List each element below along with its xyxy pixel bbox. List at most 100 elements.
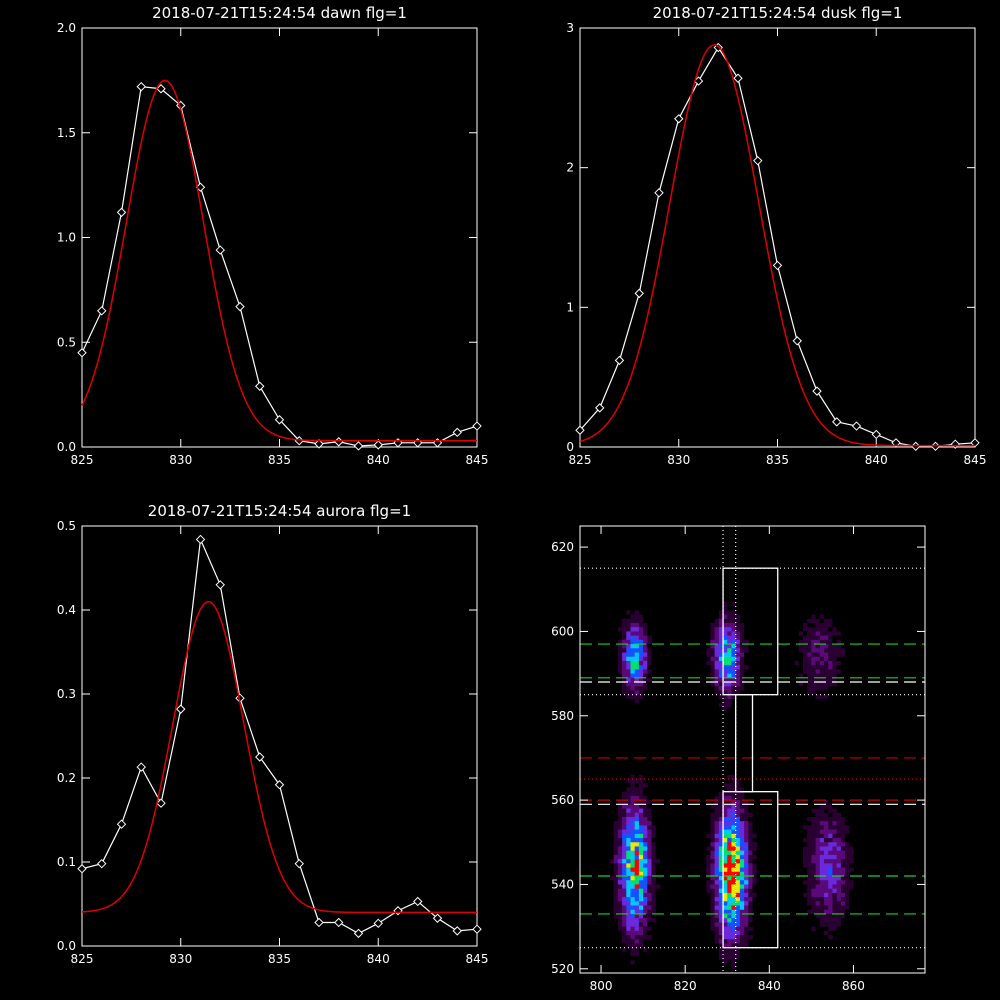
- heatmap-cell: [836, 614, 842, 620]
- heatmap-cell: [735, 888, 741, 894]
- heatmap-cell: [735, 816, 741, 822]
- heatmap-cell: [815, 715, 821, 721]
- heatmap-cell: [845, 821, 850, 826]
- heatmap-cell: [731, 816, 737, 822]
- heatmap-cell: [832, 901, 838, 907]
- heatmap-cell: [828, 905, 833, 911]
- heatmap-cell: [815, 644, 821, 649]
- data-point: [970, 438, 980, 448]
- heatmap-cell: [651, 884, 657, 890]
- heatmap-cell: [752, 876, 758, 881]
- heatmap-cell: [819, 884, 825, 890]
- heatmap-cell: [718, 627, 724, 632]
- heatmap-cell: [634, 648, 640, 654]
- heatmap-cell: [731, 779, 737, 784]
- heatmap-cell: [714, 909, 720, 915]
- heatmap-cell: [840, 850, 846, 856]
- heatmap-cell: [824, 888, 829, 894]
- heatmap-cell: [819, 660, 825, 666]
- heatmap-cell: [819, 838, 825, 843]
- heatmap-cell: [723, 859, 728, 864]
- heatmap-cell: [643, 606, 648, 611]
- heatmap-cell: [735, 606, 741, 611]
- heatmap-cell: [622, 859, 627, 864]
- heatmap-cell: [647, 665, 653, 670]
- heatmap-cell: [647, 816, 653, 822]
- heatmap-cell: [718, 935, 724, 940]
- heatmap-cell: [626, 606, 631, 611]
- heatmap-cell: [714, 677, 720, 683]
- heatmap-cell: [634, 922, 640, 928]
- heatmap-cell: [727, 918, 732, 923]
- heatmap-cell: [802, 829, 808, 835]
- heatmap-cell: [727, 593, 732, 599]
- heatmap-cell: [613, 816, 619, 822]
- heatmap-cell: [714, 656, 720, 662]
- heatmap-cell: [807, 597, 812, 603]
- heatmap-cell: [832, 597, 838, 603]
- data-point: [195, 534, 206, 545]
- heatmap-cell: [655, 795, 661, 801]
- heatmap-cell: [798, 871, 804, 877]
- heatmap-cell: [723, 665, 728, 670]
- heatmap-cell: [832, 622, 838, 628]
- heatmap-cell: [845, 884, 850, 890]
- heatmap-cell: [727, 707, 732, 713]
- heatmap-cell: [853, 913, 859, 919]
- heatmap-cell: [832, 918, 838, 923]
- heatmap-cell: [832, 719, 838, 725]
- heatmap-cell: [819, 901, 825, 907]
- heatmap-cell: [727, 635, 732, 641]
- heatmap-cell: [609, 833, 615, 839]
- heatmap-cell: [651, 897, 657, 902]
- heatmap-cell: [638, 922, 644, 928]
- heatmap-cell: [798, 669, 804, 675]
- heatmap-cell: [735, 943, 741, 949]
- heatmap-cell: [828, 825, 833, 831]
- heatmap-cell: [638, 939, 644, 944]
- heatmap-cell: [626, 627, 631, 632]
- heatmap-cell: [622, 918, 627, 923]
- heatmap-cell: [702, 867, 707, 873]
- data-point: [452, 427, 462, 438]
- heatmap-cell: [819, 652, 825, 658]
- heatmap-cell: [735, 812, 741, 818]
- heatmap-cell: [622, 631, 627, 637]
- heatmap-cell: [840, 867, 846, 873]
- heatmap-cell: [845, 648, 850, 654]
- heatmap-cell: [655, 825, 661, 831]
- heatmap-cell: [630, 652, 636, 658]
- heatmap-cell: [630, 956, 636, 961]
- heatmap-cell: [706, 846, 711, 852]
- heatmap-cell: [647, 808, 653, 814]
- heatmap-cell: [819, 804, 825, 810]
- heatmap-cell: [630, 606, 636, 611]
- heatmap-cell: [836, 880, 842, 885]
- heatmap-cell: [638, 964, 644, 970]
- y-tick-label: 0.5: [57, 519, 76, 533]
- heatmap-cell: [811, 947, 817, 953]
- heatmap-cell: [828, 816, 833, 822]
- heatmap-cell: [626, 821, 631, 826]
- heatmap-cell: [634, 897, 640, 902]
- heatmap-cell: [748, 644, 753, 649]
- heatmap-cell: [807, 867, 812, 873]
- heatmap-cell: [824, 825, 829, 831]
- heatmap-cell: [634, 901, 640, 907]
- heatmap-cell: [638, 690, 644, 696]
- heatmap-cell: [819, 711, 825, 717]
- heatmap-cell: [832, 926, 838, 932]
- heatmap-cell: [840, 656, 846, 662]
- heatmap-cell: [731, 787, 737, 793]
- heatmap-cell: [723, 614, 728, 620]
- heatmap-cell: [828, 631, 833, 637]
- heatmap-cell: [714, 669, 720, 675]
- heatmap-cell: [744, 618, 749, 624]
- heatmap-cell: [828, 880, 833, 885]
- heatmap-cell: [643, 892, 648, 898]
- heatmap-cell: [638, 867, 644, 873]
- heatmap-cell: [832, 635, 838, 641]
- heatmap-cell: [744, 779, 749, 784]
- heatmap-cell: [617, 673, 623, 679]
- heatmap-cell: [638, 808, 644, 814]
